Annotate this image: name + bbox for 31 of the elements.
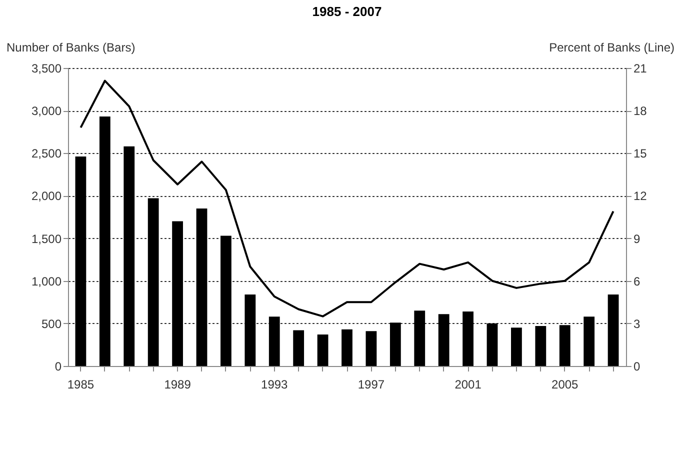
y-tick-label: 500 bbox=[41, 316, 62, 331]
y-tick-label: 3,500 bbox=[31, 62, 62, 76]
y2-tick-label: 3 bbox=[634, 316, 640, 331]
y2-tick-label: 9 bbox=[634, 232, 640, 246]
y2-axis-title: Percent of Banks (Line) bbox=[549, 40, 674, 54]
y2-tick-label: 15 bbox=[634, 146, 648, 161]
y-tick-label: 3,000 bbox=[31, 104, 62, 118]
y-tick-label: 1,500 bbox=[31, 232, 62, 246]
y2-tick-label: 18 bbox=[634, 104, 648, 118]
y-tick-label: 2,000 bbox=[31, 189, 62, 204]
bar bbox=[317, 334, 328, 366]
x-tick-label: 1989 bbox=[164, 378, 192, 392]
y-tick-label: 0 bbox=[54, 360, 62, 374]
bar bbox=[511, 328, 522, 366]
chart-title: 1985 - 2007 bbox=[312, 4, 382, 19]
y-tick-label: 1,000 bbox=[31, 274, 62, 288]
y2-tick-label: 21 bbox=[634, 62, 648, 76]
bar bbox=[535, 326, 546, 366]
y2-tick-label: 12 bbox=[634, 189, 648, 204]
bar bbox=[293, 330, 304, 366]
y-axis-title: Number of Banks (Bars) bbox=[6, 40, 136, 54]
y-tick-label: 2,500 bbox=[31, 146, 62, 161]
x-tick-label: 1993 bbox=[261, 378, 288, 392]
bar bbox=[366, 331, 377, 366]
x-tick-label: 1985 bbox=[67, 378, 94, 392]
y2-tick-label: 0 bbox=[634, 360, 640, 374]
x-tick-label: 2005 bbox=[552, 378, 579, 392]
x-tick-label: 2001 bbox=[454, 378, 482, 392]
y2-tick-label: 6 bbox=[634, 274, 640, 288]
x-tick-label: 1997 bbox=[358, 378, 385, 392]
bar bbox=[342, 329, 352, 366]
